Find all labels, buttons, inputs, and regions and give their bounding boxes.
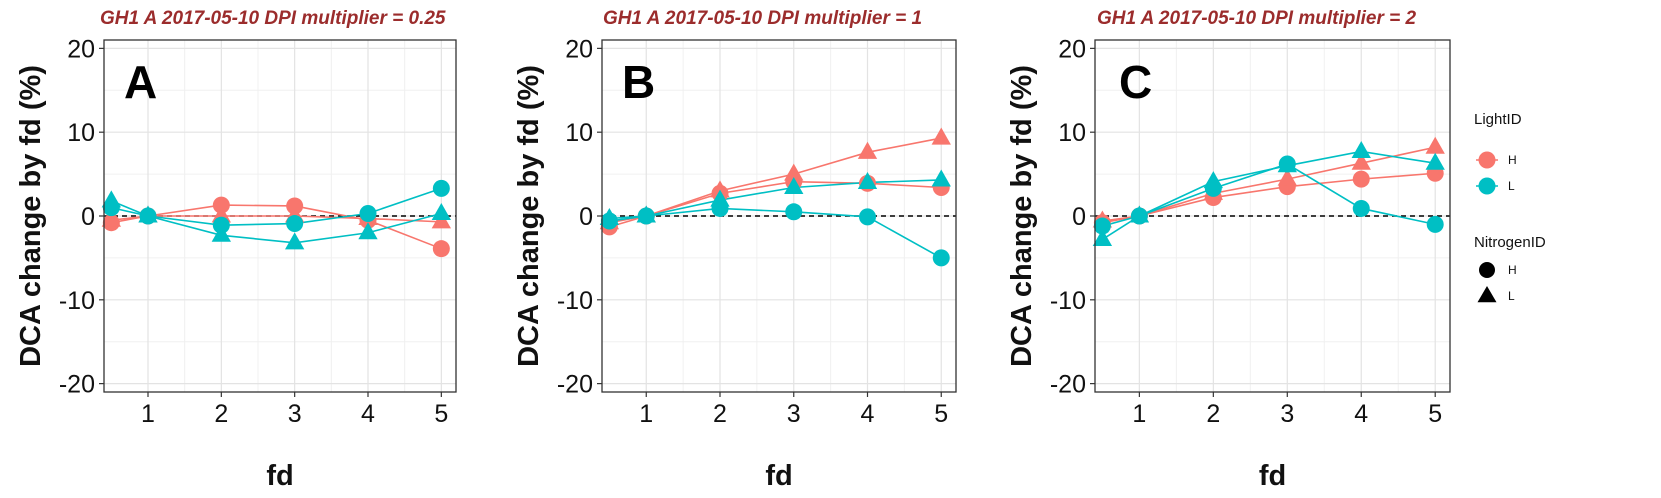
x-tick-label: 2: [214, 400, 228, 428]
data-point-triangle: [857, 171, 878, 189]
x-tick-label: 5: [1428, 400, 1442, 428]
y-tick-label: -10: [557, 287, 593, 315]
y-axis-label: DCA change by fd (%): [15, 65, 47, 367]
x-tick-label: 1: [1132, 400, 1146, 428]
data-point-circle: [359, 204, 377, 222]
x-tick-label: 4: [1354, 400, 1368, 428]
data-point-circle: [432, 240, 450, 258]
legend-label: H: [1508, 263, 1517, 277]
x-tick-label: 4: [361, 400, 375, 428]
x-tick-label: 1: [639, 400, 653, 428]
data-point-triangle: [285, 232, 305, 250]
x-tick-label: 2: [1206, 400, 1220, 428]
x-axis-label: fd: [765, 460, 792, 492]
y-tick-label: 0: [579, 203, 593, 231]
panel-a: GH1 A 2017-05-10 DPI multiplier = 0.25 A -…: [15, 8, 457, 492]
y-tick-label: 10: [67, 119, 95, 147]
panel-title: GH1 A 2017-05-10 DPI multiplier = 0.25: [100, 8, 446, 29]
x-tick-label: 1: [141, 400, 155, 428]
data-point-circle: [932, 249, 950, 267]
legend-label: H: [1508, 153, 1517, 167]
panel-title: GH1 A 2017-05-10 DPI multiplier = 1: [603, 8, 922, 29]
panel-letter: C: [1119, 56, 1152, 108]
data-point-triangle: [710, 180, 730, 198]
y-tick-label: -10: [59, 287, 95, 315]
data-point-triangle: [1425, 152, 1445, 170]
x-tick-label: 4: [861, 400, 875, 428]
data-point-triangle: [1203, 171, 1223, 189]
data-point-circle: [785, 203, 803, 221]
x-tick-label: 3: [288, 400, 302, 428]
y-tick-label: -10: [1050, 287, 1086, 315]
y-tick-label: -20: [557, 371, 593, 399]
legend-label: L: [1508, 289, 1515, 303]
data-point-triangle: [710, 189, 730, 207]
data-point-circle: [286, 215, 304, 233]
data-point-circle: [1093, 217, 1111, 235]
data-point-triangle: [1425, 136, 1445, 154]
panel-letter: B: [622, 56, 655, 108]
data-point-triangle: [358, 222, 378, 240]
y-tick-label: 20: [1058, 35, 1086, 63]
x-axis-label: fd: [1259, 460, 1286, 492]
legend-key-circle: [1479, 262, 1495, 278]
x-axis-label: fd: [266, 460, 293, 492]
legend-key-circle: [1478, 151, 1496, 169]
y-tick-label: 0: [81, 203, 95, 231]
legend-key-triangle: [1477, 286, 1497, 303]
legend-title-light: LightID: [1474, 111, 1522, 128]
data-point-triangle: [857, 141, 878, 159]
data-point-triangle: [138, 205, 158, 223]
data-point-triangle: [784, 163, 804, 181]
y-axis-label: DCA change by fd (%): [1006, 65, 1038, 367]
data-point-triangle: [931, 169, 951, 187]
data-point-triangle: [784, 177, 804, 195]
data-point-triangle: [1351, 152, 1371, 170]
y-tick-label: -20: [59, 371, 95, 399]
data-point-triangle: [101, 209, 121, 227]
y-tick-label: 10: [1058, 119, 1086, 147]
panel-letter: A: [124, 56, 157, 108]
data-point-triangle: [931, 127, 951, 145]
y-tick-label: 20: [67, 35, 95, 63]
data-point-circle: [859, 208, 876, 226]
panel-c: GH1 A 2017-05-10 DPI multiplier = 2 C -20 -…: [1006, 8, 1451, 492]
data-point-circle: [212, 196, 230, 214]
data-point-triangle: [1092, 228, 1113, 246]
data-point-circle: [1426, 215, 1444, 233]
data-point-triangle: [599, 208, 620, 226]
y-tick-label: 0: [1072, 203, 1086, 231]
x-tick-label: 5: [934, 400, 948, 428]
legend-key-circle: [1478, 177, 1496, 195]
data-point-circle: [1352, 199, 1370, 217]
legend-title-nitrogen: NitrogenID: [1474, 234, 1546, 251]
data-point-triangle: [211, 224, 231, 242]
x-tick-label: 5: [434, 400, 448, 428]
x-tick-label: 3: [1280, 400, 1294, 428]
data-point-triangle: [1351, 140, 1371, 158]
data-point-triangle: [101, 190, 121, 208]
data-point-circle: [432, 179, 450, 197]
data-point-circle: [1352, 170, 1370, 188]
data-point-triangle: [636, 205, 656, 223]
y-axis-label: DCA change by fd (%): [513, 65, 545, 367]
x-tick-label: 2: [713, 400, 727, 428]
data-point-triangle: [1277, 155, 1297, 173]
y-tick-label: -20: [1050, 371, 1086, 399]
x-tick-label: 3: [787, 400, 801, 428]
y-tick-label: 10: [565, 119, 593, 147]
data-point-triangle: [431, 202, 451, 220]
y-tick-label: 20: [565, 35, 593, 63]
data-point-triangle: [1277, 168, 1297, 186]
panel-b: GH1 A 2017-05-10 DPI multiplier = 1 B -20 -…: [513, 8, 957, 492]
data-point-triangle: [1129, 205, 1150, 223]
legend-label: L: [1508, 179, 1515, 193]
panel-title: GH1 A 2017-05-10 DPI multiplier = 2: [1097, 8, 1417, 29]
